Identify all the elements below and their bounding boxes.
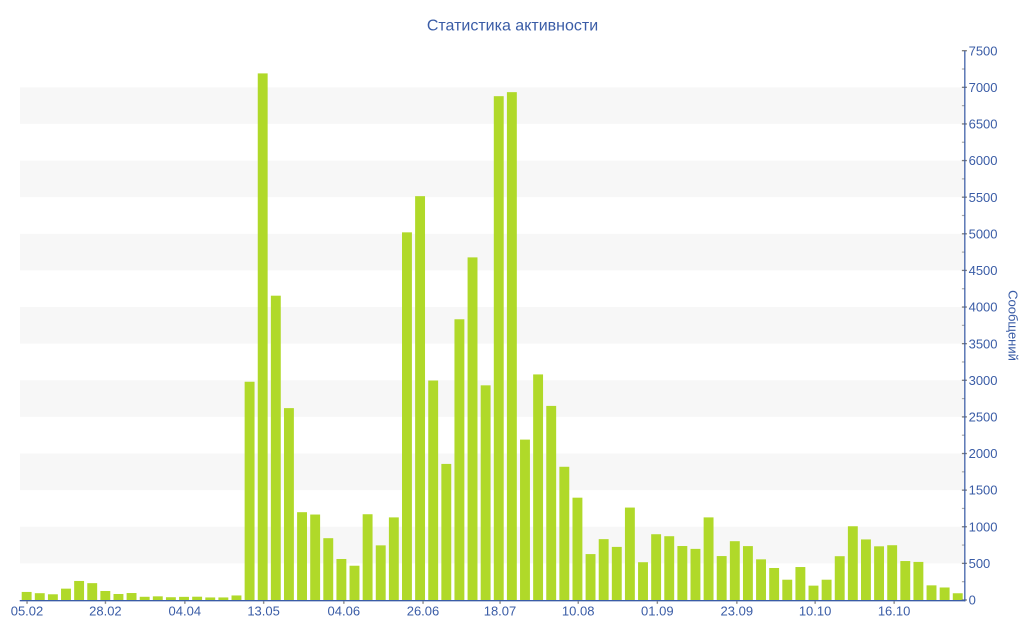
svg-text:28.02: 28.02: [89, 604, 122, 619]
svg-text:16.10: 16.10: [878, 604, 911, 619]
svg-text:0: 0: [969, 593, 976, 608]
svg-text:3000: 3000: [969, 373, 998, 388]
svg-text:7000: 7000: [969, 80, 998, 95]
svg-text:6000: 6000: [969, 153, 998, 168]
svg-text:3500: 3500: [969, 336, 998, 351]
svg-text:500: 500: [969, 556, 991, 571]
svg-text:23.09: 23.09: [721, 604, 754, 619]
svg-text:05.02: 05.02: [11, 604, 44, 619]
svg-text:7500: 7500: [969, 43, 998, 58]
svg-text:1500: 1500: [969, 483, 998, 498]
svg-text:5500: 5500: [969, 190, 998, 205]
svg-text:2000: 2000: [969, 446, 998, 461]
svg-text:04.04: 04.04: [169, 604, 202, 619]
svg-text:26.06: 26.06: [407, 604, 440, 619]
svg-text:Сообщений: Сообщений: [1006, 290, 1021, 361]
svg-text:2500: 2500: [969, 410, 998, 425]
svg-text:1000: 1000: [969, 519, 998, 534]
svg-text:01.09: 01.09: [641, 604, 674, 619]
svg-text:04.06: 04.06: [328, 604, 361, 619]
svg-text:5000: 5000: [969, 226, 998, 241]
svg-text:4500: 4500: [969, 263, 998, 278]
svg-text:10.08: 10.08: [562, 604, 595, 619]
svg-text:Статистика активности: Статистика активности: [427, 18, 598, 35]
svg-text:18.07: 18.07: [484, 604, 517, 619]
svg-text:4000: 4000: [969, 300, 998, 315]
svg-text:10.10: 10.10: [799, 604, 832, 619]
svg-text:6500: 6500: [969, 117, 998, 132]
svg-text:13.05: 13.05: [247, 604, 280, 619]
